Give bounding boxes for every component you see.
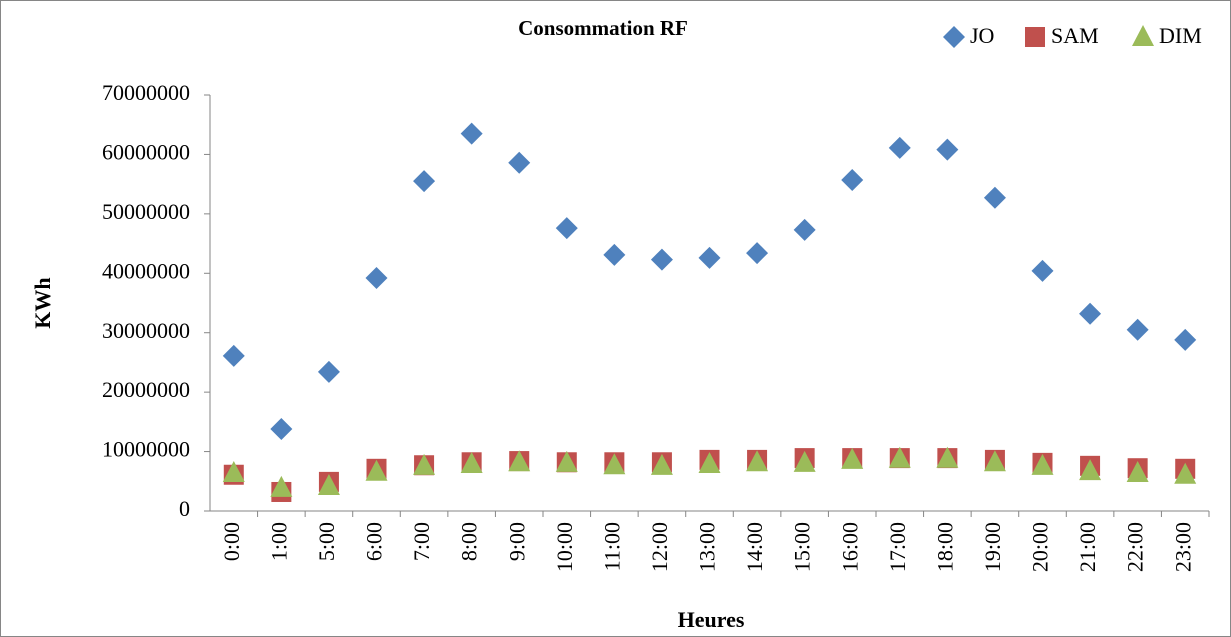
marker-triangle bbox=[508, 450, 531, 472]
marker-diamond bbox=[317, 360, 340, 383]
marker-diamond bbox=[1174, 328, 1197, 351]
x-tick-label: 14:00 bbox=[742, 522, 767, 572]
y-tick-label: 30000000 bbox=[102, 318, 190, 343]
marker-triangle bbox=[793, 450, 816, 472]
marker-triangle bbox=[1174, 462, 1197, 484]
marker-triangle bbox=[270, 475, 293, 497]
marker-triangle bbox=[936, 446, 959, 468]
marker-diamond bbox=[698, 246, 721, 269]
marker-diamond bbox=[508, 151, 531, 174]
marker-diamond bbox=[1079, 302, 1102, 325]
x-tick-label: 23:00 bbox=[1170, 522, 1195, 572]
marker-triangle bbox=[983, 450, 1006, 472]
marker-diamond bbox=[983, 186, 1006, 209]
marker-diamond bbox=[603, 243, 626, 266]
marker-triangle bbox=[888, 446, 911, 468]
marker-diamond bbox=[413, 170, 436, 193]
y-axis-label: KWh bbox=[30, 277, 55, 328]
marker-triangle bbox=[746, 450, 769, 472]
marker-triangle bbox=[1031, 453, 1054, 475]
marker-diamond bbox=[1126, 318, 1149, 341]
marker-triangle bbox=[1126, 460, 1149, 482]
marker-diamond bbox=[365, 267, 388, 290]
marker-triangle bbox=[460, 452, 483, 474]
marker-triangle bbox=[841, 447, 864, 469]
marker-diamond bbox=[650, 248, 673, 271]
marker-diamond bbox=[841, 168, 864, 191]
marker-diamond bbox=[888, 136, 911, 159]
marker-triangle bbox=[650, 453, 673, 475]
legend-label: JO bbox=[970, 23, 994, 48]
x-tick-label: 16:00 bbox=[837, 522, 862, 572]
marker-diamond bbox=[1031, 259, 1054, 282]
x-tick-label: 21:00 bbox=[1075, 522, 1100, 572]
legend-label: DIM bbox=[1159, 23, 1202, 48]
y-tick-label: 10000000 bbox=[102, 437, 190, 462]
x-tick-label: 5:00 bbox=[314, 522, 339, 561]
x-tick-label: 6:00 bbox=[362, 522, 387, 561]
legend-marker bbox=[943, 26, 965, 48]
marker-diamond bbox=[746, 242, 769, 265]
y-tick-label: 50000000 bbox=[102, 199, 190, 224]
legend-marker bbox=[1025, 27, 1045, 47]
legend-label: SAM bbox=[1051, 23, 1099, 48]
x-tick-label: 15:00 bbox=[790, 522, 815, 572]
marker-diamond bbox=[460, 122, 483, 145]
legend-marker bbox=[1132, 25, 1154, 46]
marker-triangle bbox=[222, 460, 245, 482]
x-tick-label: 20:00 bbox=[1028, 522, 1053, 572]
marker-diamond bbox=[555, 217, 578, 240]
x-tick-label: 9:00 bbox=[504, 522, 529, 561]
marker-triangle bbox=[365, 459, 388, 481]
y-tick-label: 0 bbox=[179, 496, 190, 521]
marker-triangle bbox=[317, 474, 340, 496]
y-tick-label: 70000000 bbox=[102, 80, 190, 105]
x-tick-label: 19:00 bbox=[980, 522, 1005, 572]
y-tick-label: 40000000 bbox=[102, 258, 190, 283]
x-tick-label: 8:00 bbox=[457, 522, 482, 561]
marker-diamond bbox=[222, 344, 245, 367]
x-axis-label: Heures bbox=[678, 607, 745, 632]
x-tick-label: 12:00 bbox=[647, 522, 672, 572]
x-tick-label: 10:00 bbox=[552, 522, 577, 572]
marker-diamond bbox=[936, 138, 959, 161]
x-tick-label: 11:00 bbox=[599, 522, 624, 571]
x-tick-label: 13:00 bbox=[695, 522, 720, 572]
marker-triangle bbox=[603, 453, 626, 475]
marker-triangle bbox=[698, 452, 721, 474]
y-tick-label: 60000000 bbox=[102, 139, 190, 164]
x-tick-label: 0:00 bbox=[219, 522, 244, 561]
x-tick-label: 1:00 bbox=[266, 522, 291, 561]
marker-diamond bbox=[270, 417, 293, 440]
x-tick-label: 18:00 bbox=[932, 522, 957, 572]
marker-diamond bbox=[793, 218, 816, 241]
x-tick-label: 17:00 bbox=[885, 522, 910, 572]
x-tick-label: 22:00 bbox=[1123, 522, 1148, 572]
x-tick-label: 7:00 bbox=[409, 522, 434, 561]
marker-triangle bbox=[555, 450, 578, 472]
y-tick-label: 20000000 bbox=[102, 377, 190, 402]
marker-triangle bbox=[413, 453, 436, 475]
chart-title: Consommation RF bbox=[518, 16, 688, 40]
marker-triangle bbox=[1079, 459, 1102, 481]
